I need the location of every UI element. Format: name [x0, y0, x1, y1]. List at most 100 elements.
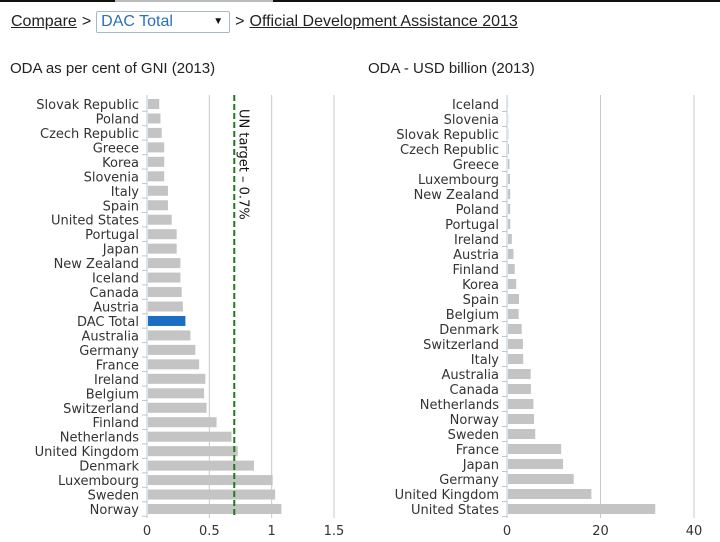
category-label: Switzerland: [63, 402, 139, 417]
category-label: Japan: [102, 243, 139, 258]
bar: [148, 330, 191, 341]
country-select[interactable]: DAC Total ▼: [96, 11, 231, 33]
category-label: Iceland: [92, 272, 139, 287]
bar: [508, 444, 562, 454]
bar: [148, 142, 165, 153]
bar: [148, 475, 273, 486]
category-label: Slovak Republic: [396, 128, 499, 143]
category-label: Australia: [441, 368, 499, 383]
x-tick-label: 1.5: [324, 524, 345, 539]
bar: [148, 373, 206, 384]
category-label: Czech Republic: [400, 143, 499, 158]
bar: [508, 294, 519, 304]
x-tick-label: 0: [143, 524, 151, 539]
x-tick-label: 0.5: [199, 524, 220, 539]
chart-title-usd: ODA - USD billion (2013): [368, 60, 535, 77]
top-strip: [0, 0, 720, 2]
top-strip-segment: [115, 0, 273, 2]
bar: [148, 156, 165, 167]
bar: [148, 315, 186, 326]
bar: [148, 402, 207, 413]
category-label: Netherlands: [60, 431, 139, 446]
bar: [148, 460, 254, 471]
bar: [508, 489, 592, 499]
category-label: Finland: [93, 416, 139, 431]
category-label: Portugal: [445, 218, 499, 233]
bar: [508, 264, 515, 274]
bar: [148, 113, 161, 124]
category-label: United Kingdom: [395, 488, 499, 503]
category-label: Norway: [450, 413, 500, 428]
bar: [508, 504, 656, 514]
category-label: Greece: [93, 141, 139, 156]
category-label: Canada: [450, 383, 499, 398]
bar: [148, 431, 232, 442]
bar: [508, 354, 524, 364]
category-label: Germany: [79, 344, 139, 359]
bar: [508, 414, 535, 424]
country-select-value: DAC Total: [101, 13, 173, 30]
bar: [508, 324, 522, 334]
bar: [148, 446, 238, 457]
bar: [508, 144, 509, 154]
category-label: Korea: [102, 156, 139, 171]
bar: [508, 279, 517, 289]
category-label: Canada: [90, 286, 139, 301]
bar: [508, 339, 523, 349]
category-label: Spain: [463, 293, 499, 308]
bar: [148, 344, 196, 355]
bar: [508, 459, 564, 469]
category-label: Sweden: [448, 428, 499, 443]
bar: [508, 384, 531, 394]
category-label: Portugal: [85, 228, 139, 243]
category-label: Ireland: [454, 233, 499, 248]
category-label: United States: [411, 503, 499, 518]
category-label: Denmark: [439, 323, 499, 338]
bar: [148, 258, 181, 269]
bar: [508, 429, 536, 439]
category-label: Spain: [103, 199, 139, 214]
category-label: Slovenia: [84, 170, 139, 185]
x-tick-label: 20: [592, 524, 609, 539]
category-label: United States: [51, 214, 139, 229]
bar: [148, 417, 217, 428]
category-label: Slovak Republic: [36, 98, 139, 113]
category-label: United Kingdom: [35, 445, 139, 460]
breadcrumb-separator: >: [235, 13, 245, 30]
bar: [148, 200, 168, 211]
bar: [508, 249, 514, 259]
page-link[interactable]: Official Development Assistance 2013: [249, 13, 518, 30]
x-tick-label: 1: [268, 524, 276, 539]
category-label: Slovenia: [444, 113, 499, 128]
dropdown-arrow-icon: ▼: [213, 16, 224, 27]
bar: [148, 171, 165, 182]
category-label: Greece: [453, 158, 499, 173]
category-label: Germany: [439, 473, 499, 488]
bar: [508, 159, 510, 169]
category-label: Netherlands: [420, 398, 499, 413]
category-label: France: [456, 443, 499, 458]
bar: [508, 309, 519, 319]
bar: [508, 234, 512, 244]
category-label: Belgium: [446, 308, 499, 323]
category-label: DAC Total: [77, 315, 139, 330]
bar: [148, 243, 177, 254]
category-label: New Zealand: [54, 257, 139, 272]
chart-title-gni: ODA as per cent of GNI (2013): [10, 60, 216, 77]
bar: [148, 229, 177, 240]
breadcrumb: Compare > DAC Total ▼ > Official Develop…: [11, 11, 518, 33]
category-label: Poland: [96, 112, 139, 127]
bar: [508, 189, 511, 199]
bar: [508, 174, 511, 184]
bar: [508, 369, 531, 379]
bar: [148, 185, 168, 196]
category-label: Sweden: [88, 489, 139, 504]
bar: [148, 287, 182, 298]
bar: [148, 301, 183, 312]
bar: [148, 99, 160, 109]
bar: [508, 474, 574, 484]
category-label: Czech Republic: [40, 127, 139, 142]
bar: [508, 399, 534, 409]
compare-link[interactable]: Compare: [11, 13, 77, 30]
